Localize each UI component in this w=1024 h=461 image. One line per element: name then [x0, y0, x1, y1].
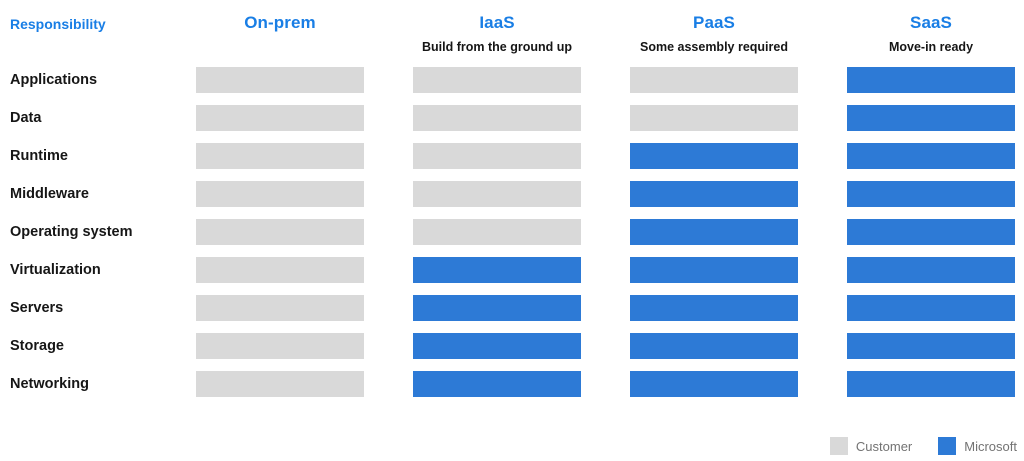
cell-iaas — [413, 105, 581, 131]
cell-on-prem — [196, 143, 364, 169]
column-title: On-prem — [244, 13, 316, 32]
cell-saas — [847, 219, 1015, 245]
cell-on-prem — [196, 105, 364, 131]
column-header-on-prem: On-prem — [196, 13, 364, 40]
cell-paas — [630, 181, 798, 207]
cell-iaas — [413, 295, 581, 321]
row-label: Storage — [10, 338, 64, 354]
cell-saas — [847, 105, 1015, 131]
cell-saas — [847, 333, 1015, 359]
row-label: Data — [10, 110, 42, 126]
column-header-paas: PaaS Some assembly required — [630, 13, 798, 54]
cell-saas — [847, 143, 1015, 169]
cell-paas — [630, 257, 798, 283]
matrix-row-storage: Storage — [0, 333, 1024, 359]
cell-on-prem — [196, 371, 364, 397]
cell-saas — [847, 371, 1015, 397]
column-subtitle: Build from the ground up — [422, 40, 572, 54]
cell-on-prem — [196, 219, 364, 245]
cell-paas — [630, 371, 798, 397]
legend: Customer Microsoft — [829, 437, 1017, 455]
cell-on-prem — [196, 181, 364, 207]
matrix-rows: Applications Data Runtime Middleware — [0, 67, 1024, 409]
cell-paas — [630, 333, 798, 359]
row-label: Middleware — [10, 186, 89, 202]
cell-on-prem — [196, 333, 364, 359]
row-label: Servers — [10, 300, 64, 316]
cell-saas — [847, 295, 1015, 321]
cell-iaas — [413, 257, 581, 283]
matrix-row-operating-system: Operating system — [0, 219, 1024, 245]
cell-paas — [630, 143, 798, 169]
matrix-row-data: Data — [0, 105, 1024, 131]
matrix-row-servers: Servers — [0, 295, 1024, 321]
cell-paas — [630, 219, 798, 245]
row-label: Runtime — [10, 148, 68, 164]
legend-item-customer: Customer — [829, 437, 913, 455]
row-label: Networking — [10, 376, 89, 392]
cell-on-prem — [196, 67, 364, 93]
matrix-row-networking: Networking — [0, 371, 1024, 397]
cell-iaas — [413, 143, 581, 169]
cell-iaas — [413, 67, 581, 93]
cell-saas — [847, 257, 1015, 283]
cell-iaas — [413, 333, 581, 359]
column-header-iaas: IaaS Build from the ground up — [413, 13, 581, 54]
column-title: SaaS — [910, 13, 952, 32]
matrix-row-runtime: Runtime — [0, 143, 1024, 169]
column-title: IaaS — [479, 13, 515, 32]
legend-label-microsoft: Microsoft — [964, 438, 1017, 454]
cell-iaas — [413, 219, 581, 245]
cell-on-prem — [196, 257, 364, 283]
row-label: Applications — [10, 72, 98, 88]
row-label: Operating system — [10, 224, 133, 240]
cell-paas — [630, 105, 798, 131]
cell-iaas — [413, 371, 581, 397]
matrix-row-applications: Applications — [0, 67, 1024, 93]
cell-paas — [630, 295, 798, 321]
legend-label-customer: Customer — [855, 438, 913, 454]
cell-iaas — [413, 181, 581, 207]
column-header-saas: SaaS Move-in ready — [847, 13, 1015, 54]
responsibility-column-header: Responsibility — [10, 16, 106, 32]
column-subtitle: Some assembly required — [640, 40, 788, 54]
customer-swatch-icon — [829, 437, 848, 455]
column-subtitle: Move-in ready — [888, 40, 974, 54]
cell-saas — [847, 67, 1015, 93]
cell-paas — [630, 67, 798, 93]
cell-on-prem — [196, 295, 364, 321]
row-label: Virtualization — [10, 262, 101, 278]
matrix-row-virtualization: Virtualization — [0, 257, 1024, 283]
legend-item-microsoft: Microsoft — [938, 437, 1017, 455]
matrix-row-middleware: Middleware — [0, 181, 1024, 207]
cell-saas — [847, 181, 1015, 207]
microsoft-swatch-icon — [938, 437, 957, 455]
column-title: PaaS — [693, 13, 735, 32]
